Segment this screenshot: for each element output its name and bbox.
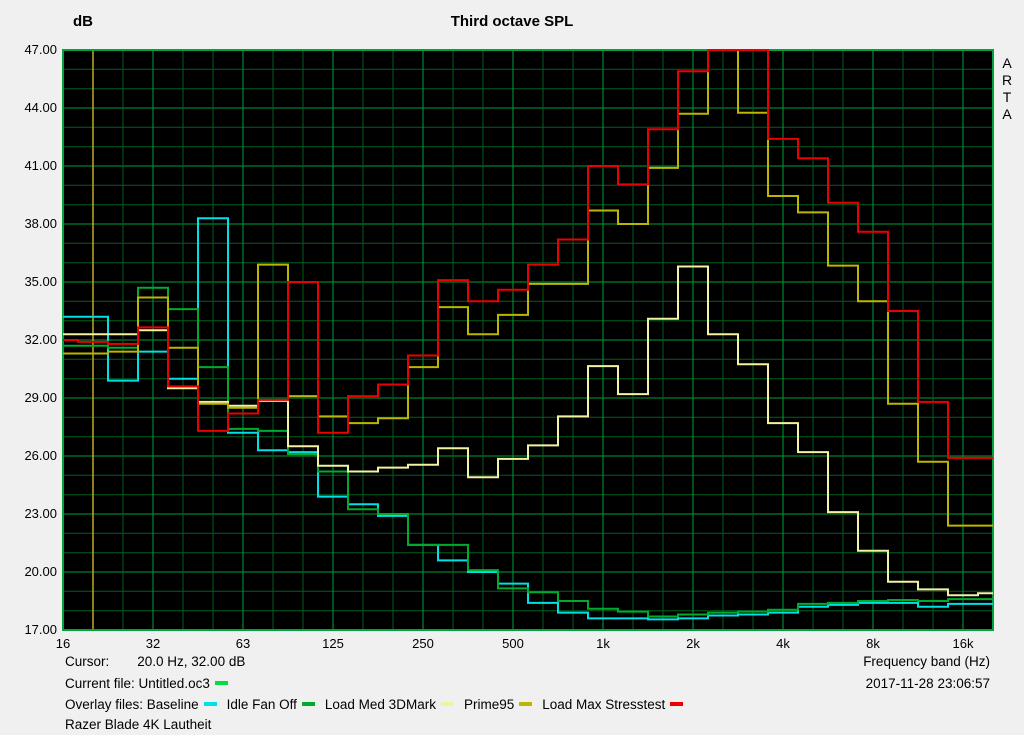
x-tick-label: 16k xyxy=(952,636,974,651)
legend-item-idle-fan-off: Idle Fan Off xyxy=(227,697,317,712)
legend-color-dash xyxy=(519,701,533,706)
current-file-name: Untitled.oc3 xyxy=(138,676,210,691)
x-tick-label: 500 xyxy=(502,636,524,651)
x-tick-label: 125 xyxy=(322,636,344,651)
y-tick-label: 47.00 xyxy=(24,42,57,57)
x-tick-label: 250 xyxy=(412,636,434,651)
overlay-legend-row: Overlay files: Baseline Idle Fan Off Load … xyxy=(65,697,693,713)
series-baseline xyxy=(63,217,993,621)
legend-color-dash xyxy=(670,701,684,706)
series-idle-fan-off xyxy=(63,286,993,618)
legend-label: Prime95 xyxy=(463,697,515,712)
legend-item-prime95: Prime95 xyxy=(464,697,534,712)
current-file-row: Current file: Untitled.oc3 xyxy=(65,676,230,692)
y-tick-label: 32.00 xyxy=(24,332,57,347)
legend-item-load-max-stresstest: Load Max Stresstest xyxy=(542,697,685,712)
cursor-label: Cursor: xyxy=(65,654,110,669)
y-tick-label: 26.00 xyxy=(24,448,57,463)
current-file-label: Current file: xyxy=(65,676,135,691)
y-tick-label: 29.00 xyxy=(24,390,57,405)
y-tick-label: 20.00 xyxy=(24,564,57,579)
x-tick-label: 1k xyxy=(596,636,610,651)
x-tick-label: 8k xyxy=(866,636,880,651)
series-load-max-stresstest xyxy=(63,49,993,459)
overlay-files-label: Overlay files: xyxy=(65,697,144,712)
y-tick-label: 41.00 xyxy=(24,158,57,173)
x-axis-title: Frequency band (Hz) xyxy=(863,654,990,669)
y-tick-label: 17.00 xyxy=(24,622,57,637)
series-load-med-3dmark xyxy=(63,265,993,597)
cursor-value: 20.0 Hz, 32.00 dB xyxy=(137,654,246,669)
timestamp: 2017-11-28 23:06:57 xyxy=(865,676,990,691)
legend-color-dash xyxy=(440,701,454,706)
cursor-readout: Cursor: 20.0 Hz, 32.00 dB xyxy=(65,654,245,670)
x-tick-label: 32 xyxy=(145,636,161,651)
y-tick-label: 23.00 xyxy=(24,506,57,521)
y-axis-unit-label: dB xyxy=(73,13,93,30)
x-tick-label: 4k xyxy=(776,636,790,651)
legend-item-baseline: Baseline xyxy=(147,697,219,712)
x-tick-label: 63 xyxy=(235,636,251,651)
y-tick-label: 38.00 xyxy=(24,216,57,231)
overlay-legend-items: Baseline Idle Fan Off Load Med 3DMark Prime… xyxy=(147,697,694,712)
x-tick-label: 2k xyxy=(686,636,700,651)
legend-color-dash xyxy=(301,701,315,706)
legend-label: Idle Fan Off xyxy=(226,697,297,712)
legend-label: Load Max Stresstest xyxy=(542,697,666,712)
measurement-note: Razer Blade 4K Lautheit xyxy=(65,717,212,732)
series-prime95 xyxy=(63,49,993,527)
y-tick-label: 35.00 xyxy=(24,274,57,289)
y-tick-label: 44.00 xyxy=(24,100,57,115)
page-title: Third octave SPL xyxy=(450,13,574,30)
legend-label: Load Med 3DMark xyxy=(324,697,436,712)
legend-item-load-med-3dmark: Load Med 3DMark xyxy=(325,697,456,712)
current-file-color-dash xyxy=(214,680,228,685)
x-tick-label: 16 xyxy=(55,636,71,651)
legend-label: Baseline xyxy=(146,697,199,712)
legend-color-dash xyxy=(203,701,217,706)
